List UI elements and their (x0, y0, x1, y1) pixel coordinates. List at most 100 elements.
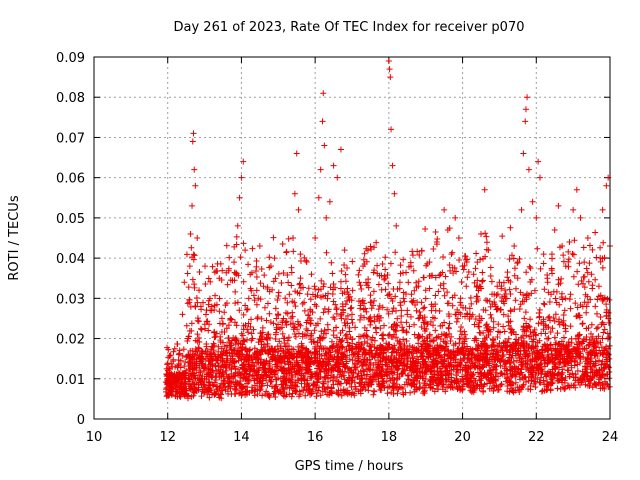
data-point (196, 345, 203, 352)
data-point (212, 363, 219, 370)
data-point (284, 299, 291, 306)
data-point (591, 362, 598, 369)
data-point (586, 242, 593, 249)
data-point (466, 311, 473, 318)
data-point (537, 265, 544, 272)
data-point (473, 382, 480, 389)
data-point (589, 350, 596, 357)
data-point (244, 387, 251, 394)
data-point (504, 269, 511, 276)
data-point (558, 290, 565, 297)
data-point (388, 353, 395, 360)
data-point (414, 353, 421, 360)
data-point (392, 307, 399, 314)
data-point (523, 348, 530, 355)
data-point (537, 379, 544, 386)
data-point (400, 269, 407, 276)
data-point (196, 287, 203, 294)
data-point (527, 356, 534, 363)
data-point (376, 302, 383, 309)
data-point (273, 324, 280, 331)
data-point (230, 358, 237, 365)
data-point (516, 306, 523, 313)
data-point (433, 376, 440, 383)
data-point (258, 336, 265, 343)
data-point (386, 291, 393, 298)
data-point (525, 344, 532, 351)
data-point (566, 373, 573, 380)
data-point (450, 357, 457, 364)
data-point (384, 384, 391, 391)
data-point (461, 355, 468, 362)
data-point (385, 354, 392, 361)
data-point (509, 372, 516, 379)
data-point (286, 391, 293, 398)
data-point (170, 348, 177, 355)
data-point (565, 256, 572, 263)
data-point (248, 316, 255, 323)
data-point (324, 391, 331, 398)
data-point (515, 351, 522, 358)
data-point (166, 383, 173, 390)
data-point (527, 386, 534, 393)
data-point (454, 315, 461, 322)
data-point (289, 309, 296, 316)
data-point (540, 316, 547, 323)
data-point (285, 343, 292, 350)
data-point (545, 335, 552, 342)
data-point (464, 374, 471, 381)
data-point (550, 288, 557, 295)
data-point (231, 348, 238, 355)
data-point (561, 379, 568, 386)
data-point (207, 278, 214, 285)
data-point (297, 322, 304, 329)
data-point (542, 322, 549, 329)
data-point (196, 268, 203, 275)
data-point (321, 374, 328, 381)
y-tick-label: 0.05 (56, 212, 85, 227)
data-point (552, 311, 559, 318)
data-point (334, 344, 341, 351)
data-points (162, 58, 613, 402)
data-point (396, 285, 403, 292)
data-point (441, 206, 448, 213)
data-point (274, 352, 281, 359)
data-point (508, 366, 515, 373)
data-point (376, 317, 383, 324)
data-point (382, 266, 389, 273)
data-point (522, 357, 529, 364)
data-point (464, 274, 471, 281)
data-point (593, 382, 600, 389)
data-point (314, 292, 321, 299)
data-point (492, 356, 499, 363)
data-point (484, 354, 491, 361)
data-point (234, 299, 241, 306)
data-point (579, 340, 586, 347)
data-point (598, 344, 605, 351)
data-point (604, 381, 611, 388)
data-point (374, 262, 381, 269)
data-point (305, 367, 312, 374)
data-point (175, 369, 182, 376)
data-point (465, 268, 472, 275)
data-point (387, 74, 394, 81)
data-point (495, 373, 502, 380)
data-point (177, 383, 184, 390)
data-point (391, 346, 398, 353)
data-point (386, 66, 393, 73)
data-point (407, 313, 414, 320)
data-point (440, 280, 447, 287)
data-point (188, 320, 195, 327)
data-point (436, 352, 443, 359)
data-point (211, 302, 218, 309)
data-point (582, 381, 589, 388)
data-point (275, 367, 282, 374)
data-point (424, 347, 431, 354)
data-point (233, 322, 240, 329)
data-point (202, 263, 209, 270)
data-point (373, 347, 380, 354)
data-point (505, 322, 512, 329)
data-point (333, 348, 340, 355)
data-point (341, 363, 348, 370)
data-point (288, 269, 295, 276)
